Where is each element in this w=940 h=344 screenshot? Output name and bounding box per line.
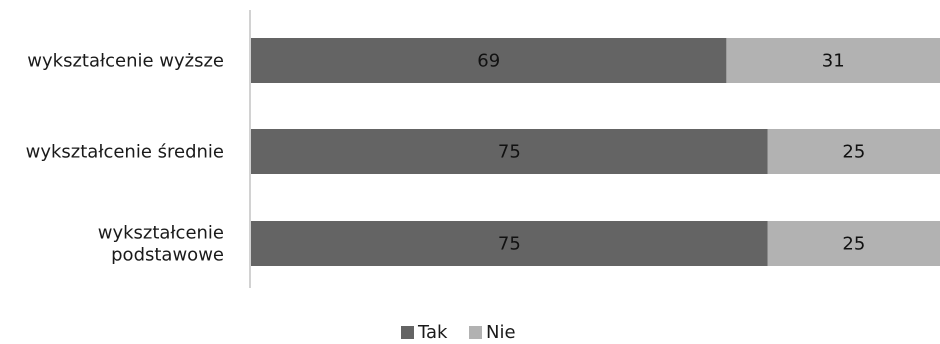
category-label-2: wykształcenie podstawowe bbox=[98, 223, 224, 266]
category-label-1: wykształcenie średnie bbox=[26, 142, 224, 163]
category-label-0: wykształcenie wyższe bbox=[27, 51, 224, 72]
bars-group: 69 31 75 25 75 25 bbox=[251, 38, 940, 266]
bar-nie-2 bbox=[767, 221, 940, 266]
legend-swatch-tak bbox=[401, 326, 414, 339]
category-labels: wykształcenie wyższe wykształcenie średni… bbox=[26, 51, 224, 266]
data-label-tak-0: 69 bbox=[477, 51, 500, 72]
data-label-tak-2: 75 bbox=[498, 234, 521, 255]
legend-label-tak: Tak bbox=[417, 322, 448, 343]
bar-nie-1 bbox=[767, 129, 940, 174]
data-label-nie-2: 25 bbox=[842, 234, 865, 255]
data-label-nie-0: 31 bbox=[822, 51, 845, 72]
bar-tak-2 bbox=[251, 221, 768, 266]
bar-tak-0 bbox=[251, 38, 727, 83]
legend-swatch-nie bbox=[469, 326, 482, 339]
legend: Tak Nie bbox=[401, 322, 516, 343]
data-label-nie-1: 25 bbox=[842, 142, 865, 163]
legend-label-nie: Nie bbox=[486, 322, 516, 343]
bar-tak-1 bbox=[251, 129, 768, 174]
data-label-tak-1: 75 bbox=[498, 142, 521, 163]
bar-nie-0 bbox=[726, 38, 940, 83]
